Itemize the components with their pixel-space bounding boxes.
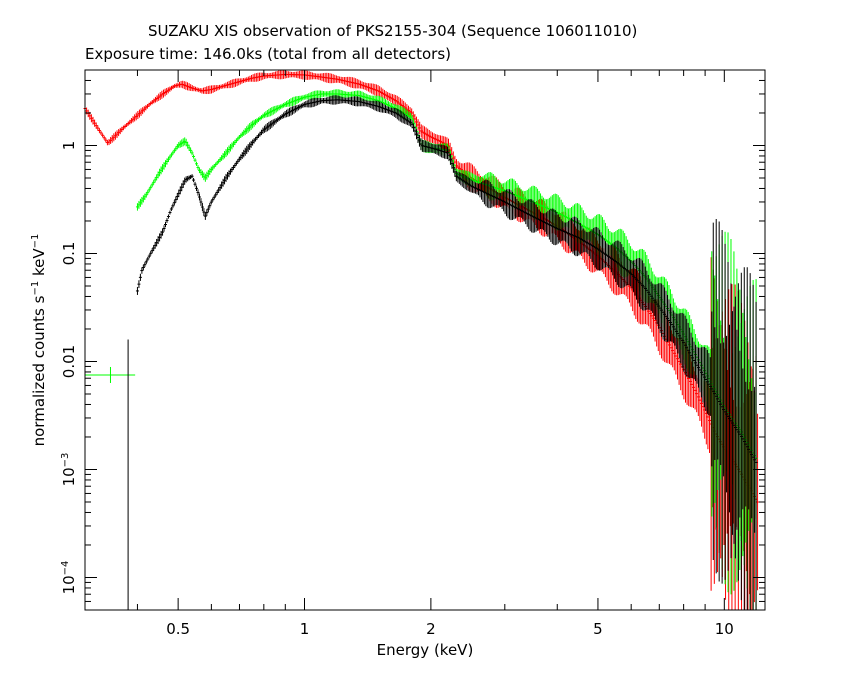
plot-frame <box>84 69 766 611</box>
y-axis-ticks: 1 0.1 0.01 10−3 10−4 <box>60 69 765 611</box>
x-axis-label: Energy (keV) <box>377 641 474 659</box>
y-tick-label: 10−4 <box>60 561 78 595</box>
chart-title: SUZAKU XIS observation of PKS2155-304 (S… <box>148 22 638 40</box>
y-tick-label: 0.1 <box>60 242 78 266</box>
chart-subtitle: Exposure time: 146.0ks (total from all d… <box>85 45 452 63</box>
x-tick-label: 2 <box>426 620 436 638</box>
x-tick-label: 0.5 <box>166 620 190 638</box>
y-tick-label: 1 <box>60 141 78 151</box>
x-axis-ticks: 0.5 1 2 5 10 <box>84 70 734 638</box>
y-tick-label: 0.01 <box>60 345 78 378</box>
x-tick-label: 10 <box>715 620 734 638</box>
y-axis-label-unit: keV <box>30 248 48 281</box>
y-axis-label-text: normalized counts s <box>30 295 48 446</box>
y-axis-label: normalized counts s−1 keV−1 <box>30 234 48 447</box>
y-tick-label: 10−3 <box>60 453 78 487</box>
y-axis-label-exp1: −1 <box>30 281 41 296</box>
y-axis-label-exp2: −1 <box>30 234 41 249</box>
data-layer <box>83 70 760 610</box>
isolated-point <box>85 366 136 383</box>
x-tick-label: 1 <box>300 620 310 638</box>
series-2 <box>135 95 758 610</box>
x-tick-label: 5 <box>593 620 603 638</box>
series-0 <box>83 70 760 610</box>
